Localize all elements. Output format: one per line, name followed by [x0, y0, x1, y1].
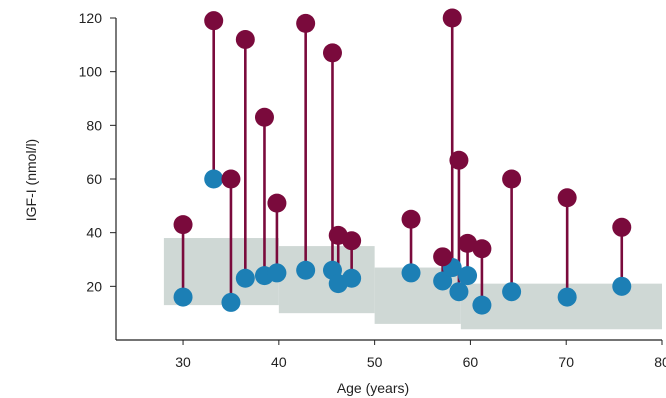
high-point-1: [204, 11, 224, 31]
x-tick-label-50: 50: [367, 354, 383, 370]
high-point-14: [458, 233, 478, 253]
y-axis-title: IGF-I (nmol/l): [23, 139, 39, 221]
low-point-9: [342, 268, 362, 288]
low-point-3: [235, 268, 255, 288]
high-point-5: [267, 193, 287, 213]
x-axis-title: Age (years): [337, 380, 409, 396]
axes: [110, 17, 663, 345]
low-point-2: [221, 292, 241, 312]
high-point-10: [401, 209, 421, 229]
low-point-17: [557, 287, 577, 307]
high-point-6: [296, 13, 316, 33]
high-point-0: [173, 215, 193, 235]
low-point-6: [296, 260, 316, 280]
data-points: [173, 8, 632, 315]
high-point-13: [449, 150, 469, 170]
high-point-16: [502, 169, 522, 189]
y-tick-label-80: 80: [86, 117, 102, 133]
low-point-15: [472, 295, 492, 315]
low-point-10: [401, 263, 421, 283]
tick-labels: 20 40 60 80 100 120 30 40 50 60 70 80: [79, 10, 666, 370]
low-point-18: [612, 276, 632, 296]
low-point-1: [204, 169, 224, 189]
low-point-14: [458, 266, 478, 286]
low-point-16: [502, 282, 522, 302]
high-point-4: [254, 107, 274, 127]
x-tick-label-40: 40: [271, 354, 287, 370]
high-point-11: [433, 247, 453, 267]
y-tick-label-100: 100: [79, 64, 103, 80]
x-tick-label-60: 60: [463, 354, 479, 370]
high-point-18: [612, 217, 632, 237]
low-point-13: [449, 282, 469, 302]
high-point-12: [442, 8, 462, 28]
y-tick-label-60: 60: [86, 171, 102, 187]
high-point-15: [472, 239, 492, 259]
low-point-11: [433, 271, 453, 291]
high-point-9: [342, 231, 362, 251]
high-point-2: [221, 169, 241, 189]
x-tick-label-70: 70: [558, 354, 574, 370]
y-tick-label-40: 40: [86, 225, 102, 241]
high-point-3: [235, 29, 255, 49]
x-tick-label-80: 80: [654, 354, 666, 370]
x-tick-label-30: 30: [175, 354, 191, 370]
high-point-17: [557, 188, 577, 208]
connector-lines: [181, 18, 624, 306]
low-point-0: [173, 287, 193, 307]
y-tick-label-20: 20: [86, 278, 102, 294]
y-tick-label-120: 120: [79, 10, 103, 26]
low-point-5: [267, 263, 287, 283]
high-point-7: [322, 43, 342, 63]
